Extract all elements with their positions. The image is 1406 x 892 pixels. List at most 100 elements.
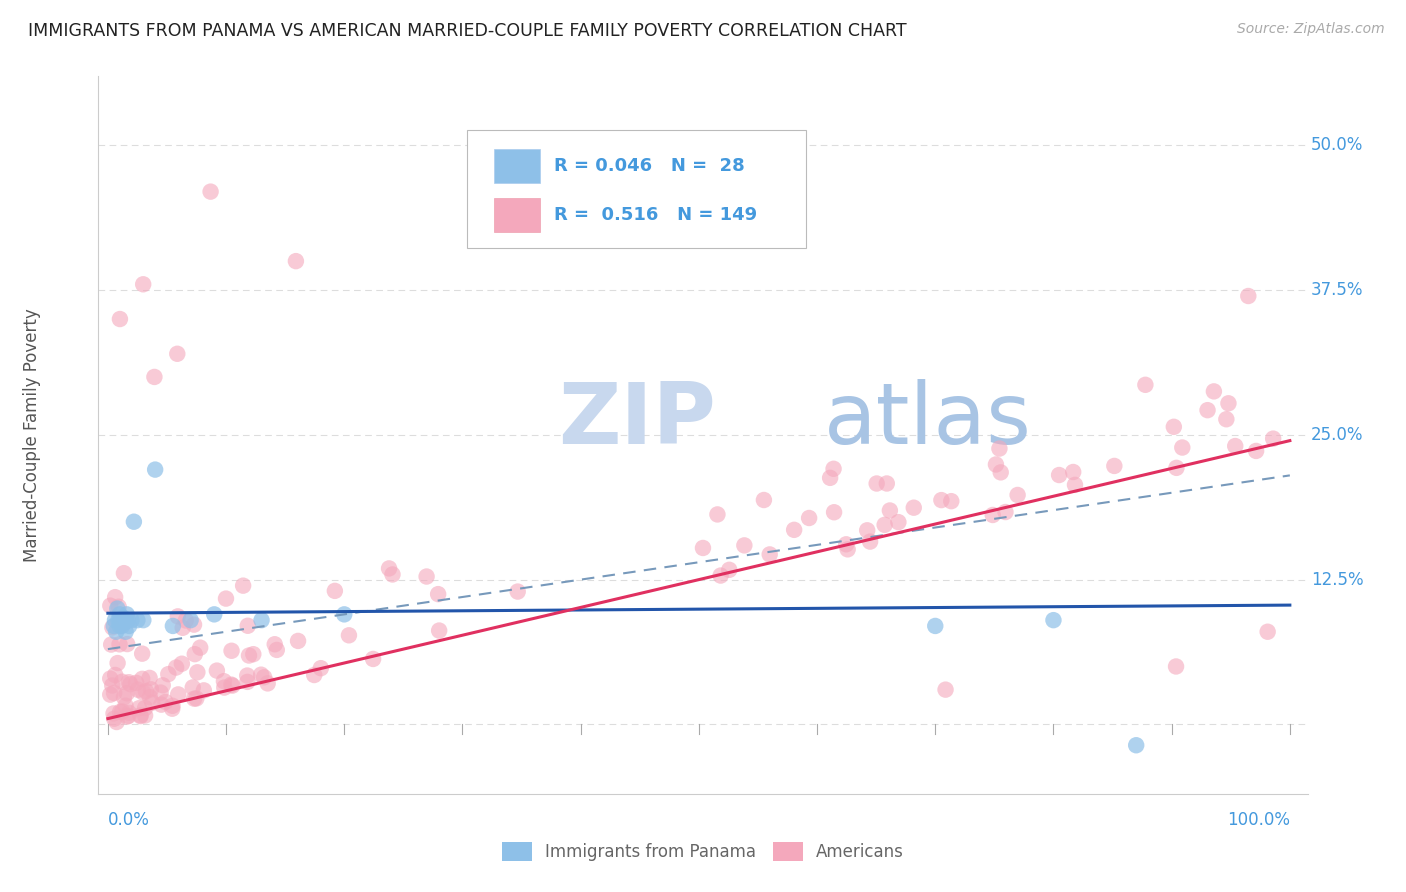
Point (236, 619, 259, 633)
Point (1197, 403, 1219, 417)
Point (284, 254, 307, 268)
Point (287, 634, 309, 648)
Point (263, 637, 285, 651)
Point (112, 690, 135, 705)
Point (110, 613, 132, 627)
Point (887, 515, 910, 529)
Point (1125, 738, 1147, 752)
Point (931, 493, 953, 508)
Point (134, 708, 156, 723)
Point (427, 587, 450, 601)
Point (105, 601, 128, 615)
Point (1166, 461, 1188, 475)
Point (152, 678, 174, 692)
Point (98, 599, 121, 613)
Point (193, 683, 215, 698)
Point (112, 615, 135, 630)
Point (117, 613, 139, 627)
Point (118, 619, 141, 633)
Point (115, 637, 138, 651)
Point (1042, 613, 1064, 627)
Point (115, 607, 138, 622)
Point (236, 668, 259, 682)
Text: R =  0.516   N = 149: R = 0.516 N = 149 (554, 206, 758, 224)
Point (1164, 659, 1187, 673)
Point (1237, 289, 1260, 303)
Point (139, 682, 162, 697)
Point (118, 675, 141, 690)
Point (104, 613, 127, 627)
Point (302, 668, 325, 682)
Point (797, 511, 820, 525)
Point (103, 706, 125, 721)
Point (1202, 384, 1225, 399)
Point (1218, 396, 1240, 410)
Point (1263, 432, 1285, 446)
Point (120, 677, 142, 691)
Point (141, 696, 163, 710)
Point (104, 590, 127, 604)
Point (101, 620, 124, 634)
Point (783, 523, 806, 537)
Point (250, 613, 273, 627)
Point (823, 462, 845, 476)
Point (166, 347, 188, 361)
Point (879, 503, 901, 517)
Point (132, 613, 155, 627)
Point (135, 684, 157, 698)
Point (873, 517, 896, 532)
Point (149, 685, 172, 699)
Point (221, 679, 243, 693)
Point (186, 665, 208, 680)
Point (250, 667, 273, 681)
Point (1171, 441, 1194, 455)
Point (174, 614, 197, 628)
Point (162, 702, 184, 716)
Point (718, 563, 741, 577)
Point (104, 668, 127, 682)
Point (214, 681, 236, 695)
Point (859, 534, 882, 549)
Point (823, 505, 845, 519)
Point (981, 508, 1004, 522)
Point (984, 458, 1007, 472)
Point (205, 664, 228, 678)
Point (200, 185, 222, 199)
Text: 50.0%: 50.0% (1312, 136, 1364, 154)
Point (202, 607, 225, 622)
Text: Married-Couple Family Poverty: Married-Couple Family Poverty (22, 308, 41, 562)
Point (105, 714, 128, 729)
Text: 25.0%: 25.0% (1312, 425, 1364, 444)
Point (710, 568, 733, 582)
Point (188, 640, 211, 655)
Point (108, 312, 131, 326)
Text: ZIP: ZIP (558, 379, 716, 462)
Point (924, 619, 946, 633)
Point (112, 566, 135, 581)
Point (506, 584, 529, 599)
Point (125, 676, 148, 690)
Point (692, 541, 714, 555)
Point (183, 617, 205, 632)
Point (105, 624, 128, 639)
Point (181, 681, 204, 695)
Point (172, 621, 194, 635)
Point (107, 599, 129, 614)
Text: 0.0%: 0.0% (108, 811, 150, 830)
Point (1135, 377, 1157, 392)
Point (162, 698, 184, 713)
Point (856, 524, 879, 538)
Point (108, 637, 131, 651)
Point (1215, 412, 1237, 426)
Point (818, 471, 841, 485)
Point (232, 579, 254, 593)
Point (132, 277, 155, 292)
Text: atlas: atlas (824, 379, 1032, 462)
Text: R = 0.046   N =  28: R = 0.046 N = 28 (554, 157, 745, 175)
Point (733, 538, 755, 552)
Point (107, 656, 129, 670)
Point (941, 494, 963, 508)
Point (752, 493, 775, 508)
Point (128, 701, 150, 715)
Point (129, 708, 152, 723)
